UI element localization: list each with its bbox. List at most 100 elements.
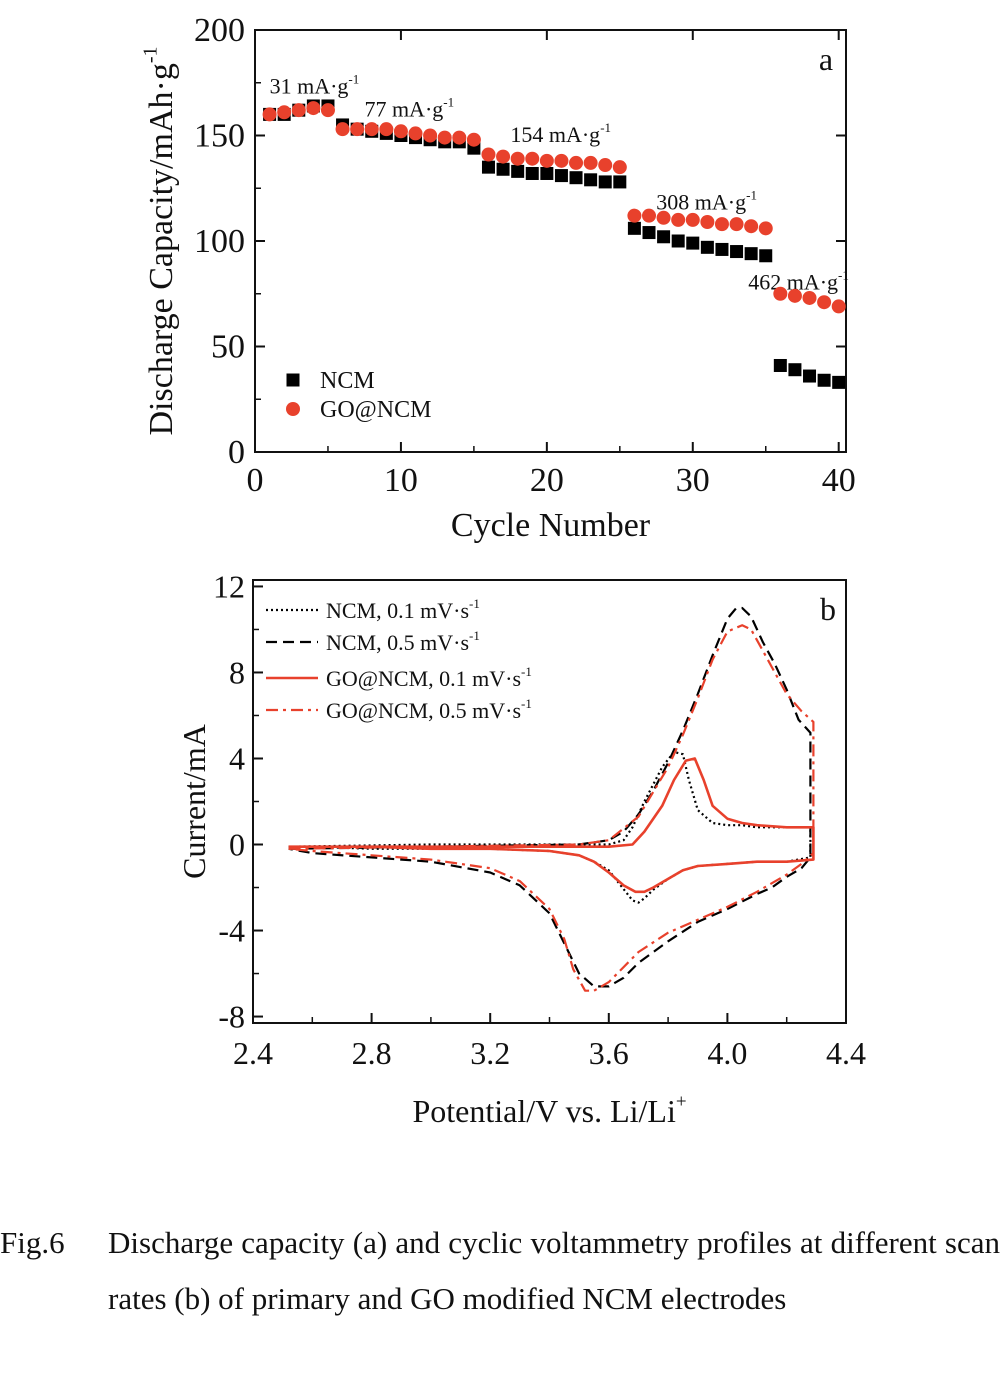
ncm-point	[496, 162, 510, 176]
go-ncm-point	[642, 208, 656, 223]
ncm-point	[700, 240, 714, 254]
ncm-point	[832, 375, 846, 389]
cv-curve	[288, 606, 812, 988]
rate-annotation: 77 mA·g-1	[364, 95, 454, 122]
caption-label: Fig.6	[0, 1225, 65, 1260]
y-tick-label-a: 50	[211, 329, 245, 366]
go-ncm-point	[379, 122, 394, 137]
x-tick-label-b: 3.6	[589, 1035, 629, 1071]
go-ncm-point	[277, 105, 292, 120]
ncm-point	[540, 166, 554, 180]
go-ncm-point	[831, 299, 846, 314]
x-tick-label-b: 2.8	[352, 1035, 392, 1071]
go-ncm-point	[554, 153, 569, 168]
go-ncm-point	[714, 217, 729, 232]
y-tick-label-b: -4	[218, 913, 245, 949]
x-tick-label-b: 4.0	[707, 1035, 747, 1071]
x-tick-label-b: 2.4	[233, 1035, 273, 1071]
go-ncm-point	[539, 153, 554, 168]
ncm-point	[554, 169, 568, 183]
go-ncm-point	[262, 107, 277, 122]
y-tick-label-a: 150	[194, 118, 245, 155]
y-tick-label-b: 4	[229, 740, 245, 776]
rate-annotation: 154 mA·g-1	[510, 120, 611, 147]
ncm-point	[569, 171, 583, 185]
rate-annotation: 31 mA·g-1	[270, 71, 360, 98]
go-ncm-point	[481, 147, 496, 162]
ncm-point	[481, 160, 495, 174]
go-ncm-point	[583, 155, 598, 170]
go-ncm-point	[802, 290, 817, 305]
caption-text: Discharge capacity (a) and cyclic voltam…	[108, 1225, 1000, 1316]
cv-curve	[288, 624, 815, 992]
go-ncm-point	[758, 221, 773, 236]
go-ncm-point	[350, 122, 365, 137]
legend-label-b: NCM, 0.1 mV·s-1	[326, 596, 480, 623]
go-ncm-point	[466, 132, 481, 147]
go-ncm-point	[510, 151, 525, 166]
legend-label: NCM	[320, 368, 375, 394]
y-tick-label-b: 0	[229, 827, 245, 863]
go-ncm-point	[393, 124, 408, 139]
x-tick-label-a: 0	[247, 462, 264, 499]
ncm-point	[759, 249, 773, 263]
go-ncm-point	[437, 130, 452, 145]
go-ncm-point	[452, 130, 467, 145]
go-ncm-point	[306, 101, 321, 116]
ncm-point	[584, 173, 598, 187]
go-ncm-point	[598, 158, 613, 173]
go-ncm-point	[364, 122, 379, 137]
go-ncm-point	[612, 160, 627, 175]
chart-a: 0 10 20 30 40 0 50 100 150 200 Cycle Number Dischar…	[140, 12, 856, 544]
ncm-point	[817, 373, 831, 387]
panel-label-a: a	[819, 41, 833, 77]
chart-b: 2.4 2.8 3.2 3.6 4.0 4.4 -8 -4 0 4 8 12 Potential/V v…	[176, 568, 866, 1129]
go-ncm-point	[291, 103, 306, 118]
x-tick-label-b: 3.2	[470, 1035, 510, 1071]
go-ncm-point	[700, 215, 715, 230]
y-tick-label-b: 12	[213, 568, 245, 604]
legend-label-b: NCM, 0.5 mV·s-1	[326, 628, 480, 655]
go-ncm-point	[335, 122, 350, 137]
legend-label: GO@NCM	[320, 397, 431, 423]
go-ncm-point	[569, 155, 584, 170]
legend-marker-go-ncm	[286, 402, 300, 416]
ncm-point	[773, 358, 787, 372]
go-ncm-point	[787, 288, 802, 303]
legend-marker-ncm	[286, 373, 300, 387]
go-ncm-point	[408, 126, 423, 141]
legend-label-b: GO@NCM, 0.1 mV·s-1	[326, 664, 532, 691]
x-tick-label-a: 10	[384, 462, 418, 499]
y-tick-label-b: -8	[218, 999, 245, 1035]
go-ncm-point	[627, 208, 642, 223]
ncm-point	[613, 175, 627, 189]
go-ncm-point	[744, 219, 759, 234]
go-ncm-point	[817, 295, 832, 310]
y-tick-label-b: 8	[229, 654, 245, 690]
ncm-point	[803, 369, 817, 383]
ncm-point	[715, 242, 729, 256]
x-axis-label-a: Cycle Number	[451, 507, 651, 544]
x-tick-label-a: 30	[676, 462, 710, 499]
ncm-point	[511, 164, 525, 178]
go-ncm-point	[656, 210, 671, 225]
ncm-point	[627, 221, 641, 235]
ncm-point	[686, 236, 700, 250]
y-axis-label-a: Discharge Capacity/mAh·g-1	[140, 47, 180, 436]
go-ncm-point	[525, 151, 540, 166]
ncm-point	[730, 245, 744, 259]
y-tick-label-a: 100	[194, 223, 245, 260]
ncm-point	[525, 166, 539, 180]
go-ncm-point	[773, 286, 788, 301]
x-tick-label-b: 4.4	[826, 1035, 866, 1071]
ncm-point	[642, 226, 656, 240]
ncm-point	[671, 234, 685, 248]
go-ncm-point	[496, 149, 511, 164]
cv-curve	[288, 750, 812, 904]
ncm-point	[657, 230, 671, 244]
go-ncm-point	[423, 128, 438, 143]
cv-curve	[288, 757, 815, 894]
x-tick-label-a: 40	[822, 462, 856, 499]
ncm-point	[598, 175, 612, 189]
panel-label-b: b	[820, 591, 836, 627]
